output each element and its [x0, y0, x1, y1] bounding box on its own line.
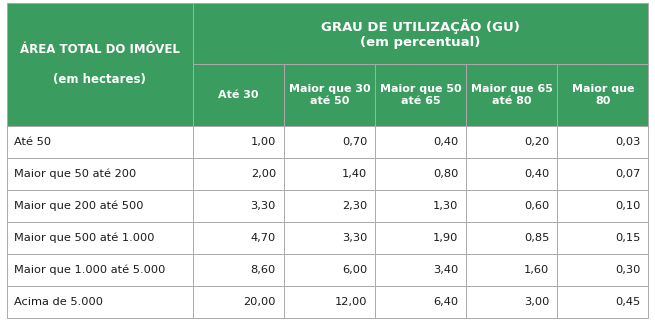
Text: GRAU DE UTILIZAÇÃO (GU)
(em percentual): GRAU DE UTILIZAÇÃO (GU) (em percentual) — [321, 19, 520, 49]
Bar — [466, 126, 557, 158]
Text: 0,85: 0,85 — [524, 233, 550, 243]
Text: 4,70: 4,70 — [251, 233, 276, 243]
Text: 0,80: 0,80 — [433, 169, 458, 179]
Text: Maior que
80: Maior que 80 — [572, 84, 634, 106]
Text: Maior que 65
até 80: Maior que 65 até 80 — [471, 84, 553, 106]
Text: 1,60: 1,60 — [524, 265, 550, 275]
Bar — [284, 254, 375, 286]
Bar — [284, 158, 375, 190]
Text: 20,00: 20,00 — [244, 297, 276, 307]
Bar — [193, 254, 284, 286]
Text: 3,40: 3,40 — [433, 265, 458, 275]
Text: 2,00: 2,00 — [251, 169, 276, 179]
Bar — [466, 254, 557, 286]
Bar — [284, 190, 375, 222]
Bar — [557, 286, 648, 318]
Text: 0,40: 0,40 — [433, 137, 458, 147]
Bar — [557, 254, 648, 286]
Bar — [193, 158, 284, 190]
Text: 3,30: 3,30 — [251, 201, 276, 211]
Bar — [284, 126, 375, 158]
Bar — [375, 190, 466, 222]
Text: Até 50: Até 50 — [14, 137, 52, 147]
Bar — [7, 190, 193, 222]
Text: Maior que 500 até 1.000: Maior que 500 até 1.000 — [14, 232, 155, 243]
Text: Maior que 200 até 500: Maior que 200 até 500 — [14, 200, 144, 211]
Bar — [193, 286, 284, 318]
Bar — [7, 126, 193, 158]
Bar — [466, 65, 557, 126]
Text: ÁREA TOTAL DO IMÓVEL

(em hectares): ÁREA TOTAL DO IMÓVEL (em hectares) — [20, 43, 179, 86]
Text: 1,90: 1,90 — [433, 233, 458, 243]
Text: 0,03: 0,03 — [615, 137, 641, 147]
Bar — [375, 286, 466, 318]
Text: 0,10: 0,10 — [615, 201, 641, 211]
Text: 0,30: 0,30 — [615, 265, 641, 275]
Bar — [193, 190, 284, 222]
Bar — [375, 222, 466, 254]
Bar — [466, 222, 557, 254]
Bar — [7, 158, 193, 190]
Text: 1,40: 1,40 — [342, 169, 367, 179]
Text: Até 30: Até 30 — [218, 90, 259, 100]
Bar — [375, 158, 466, 190]
Bar — [375, 254, 466, 286]
Bar — [193, 65, 284, 126]
Bar — [375, 65, 466, 126]
Text: Maior que 50 até 200: Maior que 50 até 200 — [14, 169, 137, 179]
Bar — [284, 286, 375, 318]
Text: 6,40: 6,40 — [433, 297, 458, 307]
Text: 3,00: 3,00 — [524, 297, 550, 307]
Text: 0,07: 0,07 — [615, 169, 641, 179]
Bar — [557, 190, 648, 222]
Text: Acima de 5.000: Acima de 5.000 — [14, 297, 103, 307]
Text: 2,30: 2,30 — [342, 201, 367, 211]
Text: 0,70: 0,70 — [342, 137, 367, 147]
Bar — [557, 222, 648, 254]
Text: Maior que 1.000 até 5.000: Maior que 1.000 até 5.000 — [14, 265, 166, 275]
Text: Maior que 50
até 65: Maior que 50 até 65 — [380, 84, 461, 106]
Bar — [193, 3, 648, 65]
Bar — [466, 286, 557, 318]
Text: 0,15: 0,15 — [615, 233, 641, 243]
Text: 0,45: 0,45 — [615, 297, 641, 307]
Bar — [7, 3, 193, 126]
Text: 0,20: 0,20 — [524, 137, 550, 147]
Text: 12,00: 12,00 — [335, 297, 367, 307]
Bar — [193, 126, 284, 158]
Bar — [466, 158, 557, 190]
Text: Maior que 30
até 50: Maior que 30 até 50 — [289, 84, 370, 106]
Bar — [557, 126, 648, 158]
Text: 1,00: 1,00 — [251, 137, 276, 147]
Bar — [557, 158, 648, 190]
Bar — [557, 65, 648, 126]
Bar — [284, 65, 375, 126]
Bar — [7, 222, 193, 254]
Bar — [375, 126, 466, 158]
Text: 6,00: 6,00 — [342, 265, 367, 275]
Bar — [193, 222, 284, 254]
Bar — [7, 254, 193, 286]
Bar — [466, 190, 557, 222]
Text: 1,30: 1,30 — [433, 201, 458, 211]
Text: 0,40: 0,40 — [524, 169, 550, 179]
Text: 0,60: 0,60 — [524, 201, 550, 211]
Text: 3,30: 3,30 — [342, 233, 367, 243]
Bar — [7, 286, 193, 318]
Text: 8,60: 8,60 — [251, 265, 276, 275]
Bar — [284, 222, 375, 254]
